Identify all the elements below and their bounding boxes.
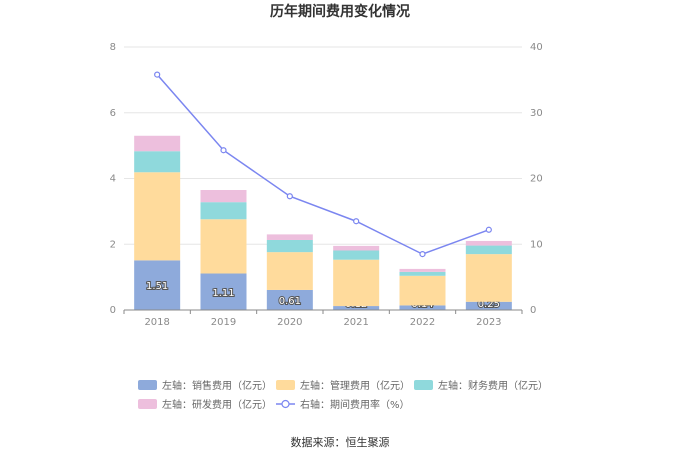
bar-segment bbox=[399, 305, 446, 310]
bar-segment bbox=[200, 190, 247, 203]
bar-segment bbox=[266, 289, 313, 310]
bar-segment bbox=[465, 301, 512, 310]
legend-swatch bbox=[138, 399, 157, 409]
bar-segment bbox=[333, 259, 380, 307]
bar-series: 1.511.110.610.120.140.25 bbox=[134, 135, 512, 311]
bar-segment bbox=[399, 271, 446, 276]
right-axis-tick-label: 30 bbox=[530, 108, 543, 119]
bar-segment bbox=[134, 135, 181, 152]
legend-label: 左轴：销售费用（亿元） bbox=[162, 379, 272, 392]
bar-segment bbox=[465, 240, 512, 246]
chart-title: 历年期间费用变化情况 bbox=[270, 3, 410, 20]
bar-segment bbox=[134, 172, 181, 261]
bar-segment bbox=[134, 260, 181, 310]
x-axis-tick-label: 2023 bbox=[476, 317, 501, 328]
left-axis-tick-label: 2 bbox=[110, 239, 116, 250]
left-axis-tick-label: 6 bbox=[110, 108, 116, 119]
legend-label: 右轴：期间费用率（%） bbox=[300, 398, 410, 411]
rate-point bbox=[154, 71, 161, 78]
bar-segment bbox=[399, 275, 446, 306]
rate-point bbox=[419, 251, 426, 258]
right-axis-tick-label: 40 bbox=[530, 42, 543, 53]
bar-segment bbox=[200, 202, 247, 220]
left-axis-tick-label: 4 bbox=[110, 174, 116, 185]
bar-segment bbox=[465, 245, 512, 255]
bar-segment bbox=[399, 268, 446, 272]
bar-data-label: 0.61 bbox=[279, 296, 301, 307]
bar-segment bbox=[200, 273, 247, 310]
right-axis-tick-label: 10 bbox=[530, 239, 543, 250]
legend-label: 左轴：管理费用（亿元） bbox=[300, 379, 410, 392]
bar-segment bbox=[266, 239, 313, 253]
bar-segment bbox=[333, 250, 380, 260]
rate-point bbox=[286, 193, 293, 200]
bar-segment bbox=[266, 252, 313, 290]
grid-lines bbox=[124, 46, 522, 245]
x-axis-tick-label: 2019 bbox=[211, 317, 236, 328]
rate-point bbox=[220, 147, 227, 154]
bar-data-label: 1.11 bbox=[212, 288, 234, 299]
source-note: 数据来源：恒生聚源 bbox=[291, 435, 390, 449]
bar-segment bbox=[200, 219, 247, 274]
legend-label: 左轴：财务费用（亿元） bbox=[438, 379, 548, 392]
bar-segment bbox=[333, 306, 380, 310]
x-axis-tick-label: 2022 bbox=[410, 317, 435, 328]
bar-data-label: 1.51 bbox=[146, 281, 168, 292]
bar-segment bbox=[266, 234, 313, 240]
line-series bbox=[154, 71, 492, 258]
right-axis-tick-label: 0 bbox=[530, 305, 536, 316]
legend: 左轴：销售费用（亿元） 左轴：管理费用（亿元） 左轴：财务费用（亿元） 左轴：研发费用… bbox=[138, 379, 548, 411]
rate-point bbox=[353, 218, 360, 225]
legend-swatch bbox=[276, 380, 295, 390]
bar-segment bbox=[465, 254, 512, 302]
x-axis-tick-label: 2021 bbox=[343, 317, 368, 328]
legend-swatch bbox=[138, 380, 157, 390]
x-axis-tick-label: 2020 bbox=[277, 317, 302, 328]
rate-point bbox=[485, 226, 492, 233]
right-axis-tick-label: 20 bbox=[530, 174, 543, 185]
left-axis-tick-label: 8 bbox=[110, 42, 116, 53]
bar-segment bbox=[333, 245, 380, 251]
bar-segment bbox=[134, 151, 181, 173]
axes: 0 2 4 6 8 0 10 20 30 40 2018 2019 2020 2021 2022 2023 bbox=[110, 42, 543, 328]
x-axis-tick-label: 2018 bbox=[144, 317, 169, 328]
legend-swatch bbox=[414, 380, 433, 390]
legend-label: 左轴：研发费用（亿元） bbox=[162, 398, 272, 411]
left-axis-tick-label: 0 bbox=[110, 305, 116, 316]
legend-line-marker bbox=[281, 399, 290, 409]
rate-line bbox=[156, 74, 490, 255]
